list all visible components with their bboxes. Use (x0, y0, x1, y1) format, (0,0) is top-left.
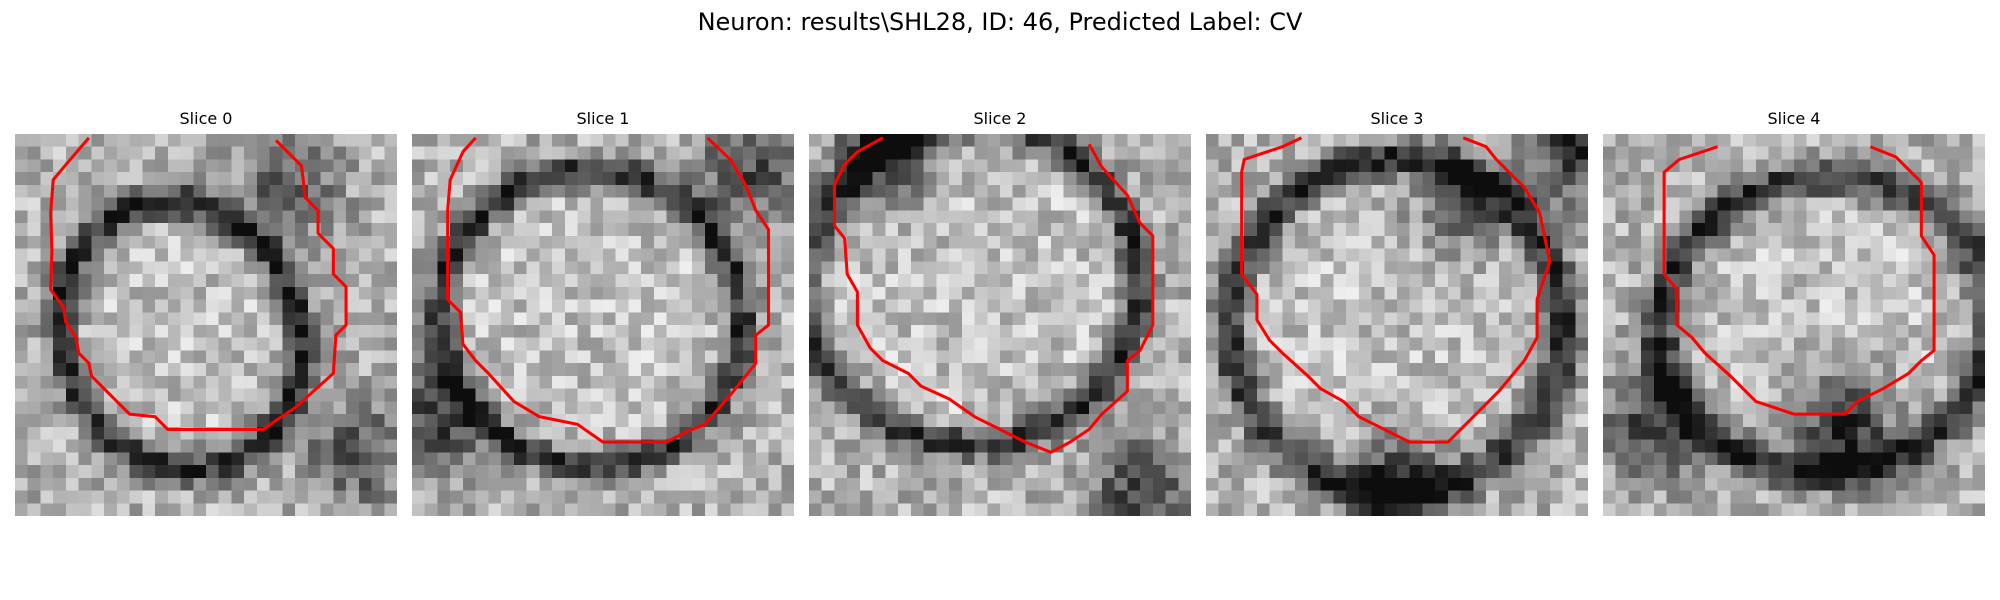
slice-pixels (412, 134, 794, 516)
figure-title: Neuron: results\SHL28, ID: 46, Predicted… (697, 8, 1303, 36)
slice-title: Slice 0 (179, 109, 233, 128)
slice-pixels (15, 134, 397, 516)
slice-panel-0: Slice 0 (15, 108, 397, 526)
neuron-contour (1240, 136, 1552, 444)
neuron-contour (49, 136, 348, 431)
slice-pixels (1603, 134, 1985, 516)
slice-image (1603, 134, 1985, 516)
grayscale-pixel-grid (1206, 134, 1588, 516)
grayscale-pixel-grid (1603, 134, 1985, 516)
slice-image (809, 134, 1191, 516)
slice-image (1206, 134, 1588, 516)
slice-image (15, 134, 397, 516)
slice-title: Slice 2 (973, 109, 1027, 128)
slice-panel-3: Slice 3 (1206, 108, 1588, 526)
slice-pixels (1206, 134, 1588, 516)
slice-pixels (809, 134, 1191, 516)
grayscale-pixel-grid (15, 134, 397, 516)
grayscale-pixel-grid (412, 134, 794, 516)
grayscale-pixel-grid (809, 134, 1191, 516)
slice-panel-4: Slice 4 (1603, 108, 1985, 526)
slice-image (412, 134, 794, 516)
slice-title: Slice 3 (1370, 109, 1424, 128)
neuron-contour (1662, 145, 1936, 416)
slice-panel-1: Slice 1 (412, 108, 794, 526)
slice-panel-2: Slice 2 (809, 108, 1191, 526)
neuron-contour (832, 136, 1155, 454)
slice-title: Slice 1 (576, 109, 630, 128)
slice-title: Slice 4 (1767, 109, 1821, 128)
neuron-contour (446, 136, 771, 444)
